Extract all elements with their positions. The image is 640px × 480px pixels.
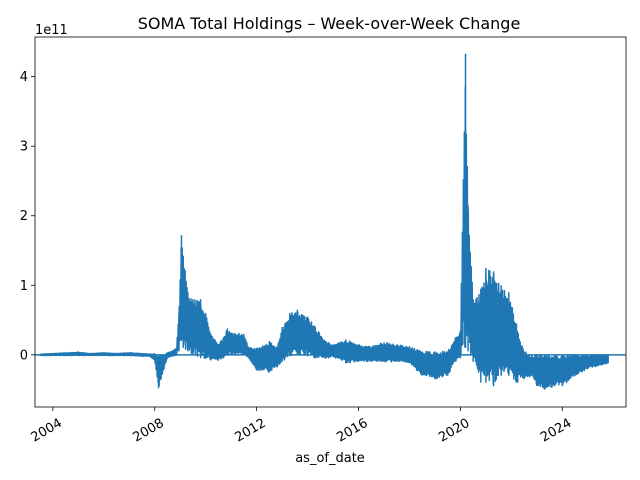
- x-tick-label: 2008: [131, 416, 167, 446]
- y-offset-label: 1e11: [35, 23, 68, 38]
- x-axis-label: as_of_date: [295, 451, 365, 466]
- x-tick-label: 2016: [334, 416, 370, 446]
- y-tick-label: 4: [20, 70, 28, 85]
- axis-ticks: 2004 2008 2012 2016 2020 2024 0 1 2 3 4: [20, 70, 575, 445]
- x-tick-label: 2020: [436, 416, 472, 446]
- plot-frame: [34, 36, 627, 408]
- x-tick-label: 2012: [232, 416, 268, 446]
- x-tick-label: 2004: [29, 416, 65, 446]
- plot-area: [35, 53, 626, 390]
- y-tick-label: 0: [20, 348, 28, 363]
- y-tick-label: 2: [20, 209, 28, 224]
- y-tick-label: 3: [20, 140, 28, 155]
- chart-title: SOMA Total Holdings – Week-over-Week Cha…: [138, 14, 521, 33]
- y-tick-label: 1: [20, 279, 28, 294]
- series-line-0: [39, 86, 609, 390]
- x-tick-label: 2024: [538, 416, 574, 446]
